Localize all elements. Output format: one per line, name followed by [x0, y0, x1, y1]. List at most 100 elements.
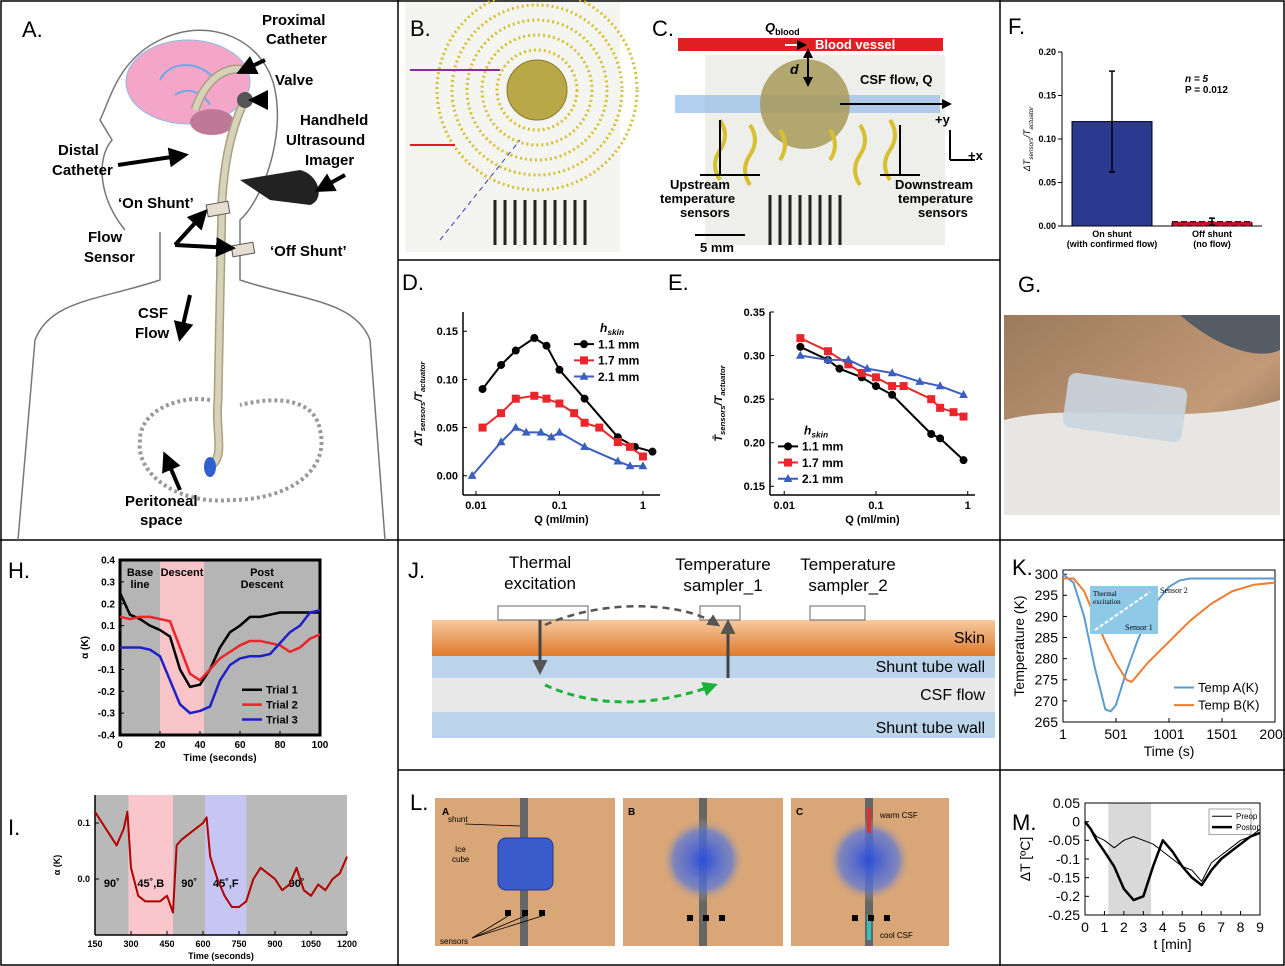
marker: [555, 366, 563, 374]
axis-label: Q (ml/min): [534, 514, 589, 526]
marker: [570, 409, 578, 417]
x-tick-label: 60: [234, 740, 246, 751]
legend-label: 2.1 mm: [802, 472, 843, 486]
axis-label: Time (s): [1144, 743, 1195, 759]
label: Qblood: [765, 20, 800, 37]
label: excitation: [504, 574, 576, 593]
axis-label: Q (ml/min): [845, 514, 900, 526]
x-tick-label: 501: [1104, 726, 1128, 742]
marker: [950, 408, 958, 416]
panel-label: C.: [652, 16, 674, 41]
label: +x: [968, 148, 984, 163]
x-tick-label: 1: [965, 500, 971, 512]
marker: [580, 356, 588, 364]
marker: [626, 443, 634, 451]
label: Catheter: [52, 162, 113, 179]
x-tick-label: 150: [87, 939, 102, 949]
x-tick-label: 0: [1081, 919, 1089, 935]
marker: [960, 456, 968, 464]
label: Upstream: [670, 177, 730, 192]
annotation: P = 0.012: [1185, 85, 1228, 96]
label: Valve: [275, 72, 313, 89]
region-label: 45˚,B: [137, 878, 164, 890]
marker: [872, 382, 880, 390]
label: ‘On Shunt’: [118, 195, 194, 212]
x-tick-label: 8: [1237, 919, 1245, 935]
label: Ultrasound: [286, 132, 365, 149]
y-tick-label: 0.20: [1038, 47, 1056, 57]
region: [205, 795, 246, 935]
y-tick-label: -0.3: [98, 709, 116, 720]
y-tick-label: 295: [1035, 587, 1059, 603]
y-tick-label: -0.25: [1048, 907, 1080, 923]
y-tick-label: 290: [1035, 608, 1059, 624]
x-tick-label: 2: [1120, 919, 1128, 935]
marker: [900, 382, 908, 390]
panel-l: L. A B C shunt Ice cube sensors warm CSF…: [410, 790, 949, 946]
label: shunt: [448, 815, 468, 824]
x-tick-label: (with confirmed flow): [1067, 239, 1158, 249]
label: ‘Off Shunt’: [270, 243, 347, 260]
label: Sensor: [84, 249, 135, 266]
y-tick-label: 0.3: [101, 577, 115, 588]
panel-label: G.: [1018, 272, 1041, 297]
marker: [927, 430, 935, 438]
region-label: 90˚: [104, 878, 120, 890]
inset-label: excitation: [1093, 598, 1121, 606]
legend-label: Trial 1: [266, 685, 298, 697]
label-part: h: [600, 321, 607, 335]
axis-label: Time (seconds): [183, 753, 256, 764]
x-tick-label: 7: [1217, 919, 1225, 935]
x-tick-label: Off shunt: [1192, 229, 1232, 239]
region-label: line: [131, 579, 150, 591]
legend-label: 1.7 mm: [802, 456, 843, 470]
x-tick-label: 80: [274, 740, 286, 751]
region: [1108, 803, 1151, 915]
label: cube: [452, 855, 470, 864]
marker: [796, 343, 804, 351]
label: Imager: [305, 152, 354, 169]
y-tick-label: 0.20: [744, 438, 765, 450]
axis-label: ΔTsensors/Tactuator: [1022, 106, 1035, 172]
legend-label: Trial 2: [266, 699, 298, 711]
axis-label: Time (seconds): [188, 951, 254, 961]
panel-label: A.: [22, 17, 43, 42]
label: sampler_1: [683, 576, 762, 595]
axis-label: hskin: [600, 321, 624, 337]
y-tick-label: -0.15: [1048, 870, 1080, 886]
x-tick-label: 0.01: [774, 500, 795, 512]
marker: [888, 382, 896, 390]
label: Catheter: [266, 31, 327, 48]
axis-label: α (K): [52, 855, 62, 876]
marker: [784, 442, 792, 450]
region: [129, 795, 173, 935]
subscript: blood: [775, 27, 800, 37]
marker: [824, 347, 832, 355]
marker: [511, 423, 520, 431]
legend-label: Temp A(K): [1198, 680, 1259, 695]
subscript: skin: [811, 429, 828, 439]
subscript: sensors: [718, 405, 727, 435]
marker: [639, 452, 647, 460]
x-tick-label: 6: [1198, 919, 1206, 935]
y-tick-label: 0.15: [1038, 91, 1056, 101]
y-tick-label: 0.35: [744, 307, 765, 319]
x-tick-label: 300: [123, 939, 138, 949]
marker: [555, 400, 563, 408]
marker: [872, 373, 880, 381]
y-tick-label: -0.2: [1056, 888, 1080, 904]
y-tick-label: 0.2: [101, 599, 115, 610]
label: Peritoneal: [125, 493, 198, 510]
axis-label: ΔT [ºC]: [1017, 837, 1033, 882]
x-tick-label: 0: [117, 740, 123, 751]
region: [95, 795, 129, 935]
inset-label: Sensor 1: [1125, 623, 1153, 632]
legend-label: Preop: [1236, 812, 1258, 821]
label: Handheld: [300, 112, 368, 129]
inset-label: Sensor 2: [1160, 586, 1188, 595]
x-tick-label: 0.1: [552, 500, 567, 512]
x-tick-label: On shunt: [1092, 229, 1132, 239]
label: Shunt tube wall: [876, 720, 985, 737]
marker: [936, 404, 944, 412]
annotation: n = 5: [1185, 74, 1209, 85]
